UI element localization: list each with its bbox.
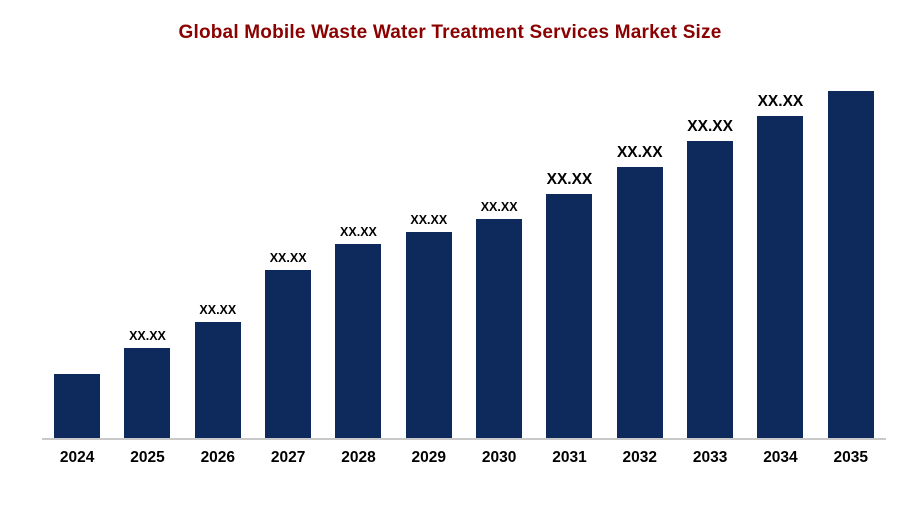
bar-value-label: XX.XX [546, 171, 593, 188]
bar [54, 374, 101, 438]
bar-value-label: XX.XX [199, 303, 237, 317]
bar [335, 244, 382, 438]
bar-value-label: XX.XX [410, 213, 448, 227]
bar-column: XX.XX [394, 213, 464, 438]
bar-value-label: XX.XX [687, 118, 733, 135]
bar-column: XX.XX [534, 171, 604, 438]
x-axis-label: 2035 [833, 449, 868, 466]
x-axis-labels: 2024 2025 2026 2027 2028 2029 2030 2031 2032 2033… [42, 440, 886, 467]
bar-value-label: XX.XX [480, 200, 518, 214]
bar-chart-plot-area: XX.XX XX.XX XX.XX XX.XX XX.XX XX.XX XX.XX XX.XX… [42, 46, 886, 440]
bar-column: XX.XX [253, 251, 323, 438]
bar [827, 91, 874, 438]
x-axis-label: 2028 [341, 449, 376, 466]
x-axis-label: 2032 [622, 449, 658, 466]
bar [616, 167, 663, 438]
bar-column: XX.XX [323, 225, 393, 438]
x-axis-label: 2024 [59, 449, 95, 466]
bar-value-label: XX.XX [757, 93, 804, 110]
bar-value-label: XX.XX [269, 251, 307, 265]
bar [687, 141, 734, 438]
bar [757, 116, 804, 438]
bar [476, 219, 523, 438]
bar-value-label: XX.XX [129, 329, 166, 343]
bar-column: XX.XX [183, 303, 253, 438]
x-axis-label: 2026 [200, 449, 236, 466]
bar [405, 232, 452, 438]
bar [265, 270, 312, 438]
x-axis-label: 2025 [130, 449, 165, 466]
bar-column: XX.XX [675, 118, 745, 438]
bar-column: XX.XX [464, 200, 534, 438]
page-title: Global Mobile Waste Water Treatment Serv… [178, 22, 722, 43]
bar-value-label: XX.XX [616, 144, 663, 161]
bar-column [816, 91, 886, 438]
x-axis-label: 2031 [552, 449, 587, 466]
bar [546, 194, 593, 438]
x-axis-label: 2034 [763, 449, 798, 466]
bar-value-label: XX.XX [340, 225, 377, 239]
x-axis-label: 2029 [411, 449, 447, 466]
bar [194, 322, 241, 438]
bar-column: XX.XX [112, 329, 182, 438]
x-axis-label: 2030 [481, 449, 517, 466]
bar-column: XX.XX [605, 144, 675, 438]
bar-column [42, 374, 112, 438]
bar-column: XX.XX [745, 93, 815, 438]
bar [124, 348, 171, 438]
x-axis-label: 2033 [692, 449, 728, 466]
x-axis-label: 2027 [270, 449, 306, 466]
